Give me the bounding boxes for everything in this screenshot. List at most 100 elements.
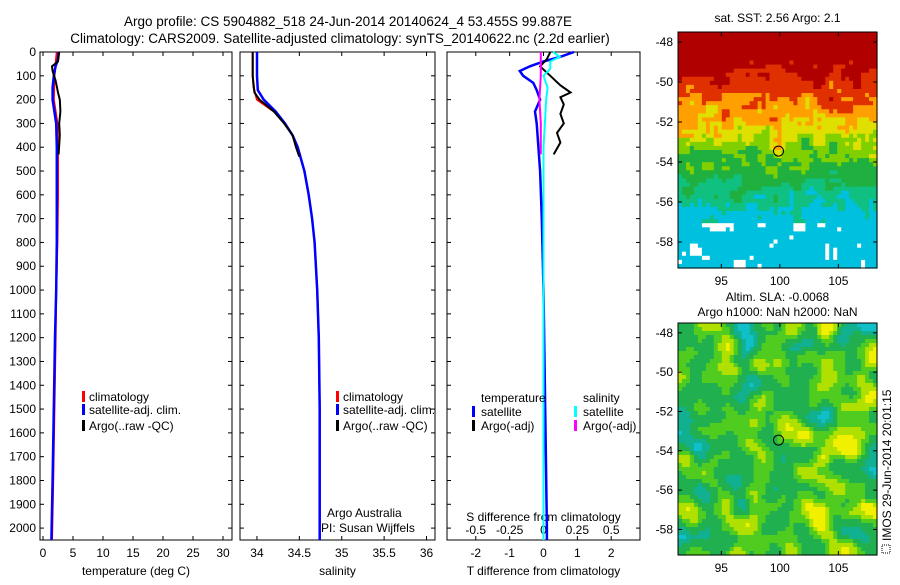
map-cell	[809, 174, 814, 179]
map-cell	[714, 61, 719, 66]
map-cell	[762, 203, 767, 208]
map-cell	[758, 351, 763, 356]
map-cell	[833, 126, 838, 131]
map-cell	[730, 252, 735, 257]
map-cell	[758, 195, 763, 200]
map-cell	[690, 32, 695, 37]
map-cell	[734, 339, 739, 344]
map-cell	[682, 73, 687, 78]
map-cell	[762, 235, 767, 240]
map-cell	[714, 327, 719, 332]
map-cell	[793, 223, 798, 228]
map-cell	[734, 166, 739, 171]
map-cell	[809, 431, 814, 436]
map-cell	[833, 407, 838, 412]
map-cell	[690, 215, 695, 220]
map-cell	[754, 199, 759, 204]
map-cell	[821, 40, 826, 45]
map-cell	[861, 447, 866, 452]
map-cell	[698, 122, 703, 127]
map-cell	[694, 363, 699, 368]
map-cell	[678, 443, 683, 448]
map-cell	[861, 323, 866, 328]
map-cell	[817, 215, 822, 220]
map-cell	[801, 244, 806, 249]
map-cell	[793, 427, 798, 432]
map-cell	[837, 77, 842, 82]
map-cell	[690, 195, 695, 200]
map-cell	[801, 459, 806, 464]
map-cell	[833, 179, 838, 184]
map-cell	[817, 415, 822, 420]
map-cell	[738, 150, 743, 155]
map-cell	[698, 158, 703, 163]
map-cell	[754, 407, 759, 412]
map-cell	[869, 227, 874, 232]
map-cell	[690, 351, 695, 356]
map-cell	[690, 407, 695, 412]
map-cell	[742, 101, 747, 106]
map-cell	[869, 150, 874, 155]
map-cell	[758, 435, 763, 440]
map-cell	[833, 355, 838, 360]
map-cell	[801, 150, 806, 155]
map-cell	[789, 343, 794, 348]
map-cell	[861, 93, 866, 98]
map-cell	[734, 347, 739, 352]
map-cell	[694, 211, 699, 216]
map-cell	[742, 85, 747, 90]
map-cell	[682, 195, 687, 200]
map-cell	[793, 199, 798, 204]
map-cell	[833, 195, 838, 200]
map-cell	[694, 65, 699, 70]
map-cell	[793, 187, 798, 192]
map-cell	[782, 113, 787, 118]
map-cell	[821, 179, 826, 184]
map-cell	[758, 451, 763, 456]
legend-entry: Argo(..raw -QC)	[89, 419, 174, 433]
map-cell	[809, 435, 814, 440]
map-cell	[742, 126, 747, 131]
map-cell	[782, 363, 787, 368]
map-cell	[841, 435, 846, 440]
map-cell	[861, 343, 866, 348]
map-cell	[678, 134, 683, 139]
map-cell	[714, 138, 719, 143]
map-cell	[750, 379, 755, 384]
map-cell	[797, 183, 802, 188]
map-cell	[694, 443, 699, 448]
map-cell	[754, 399, 759, 404]
map-cell	[817, 138, 822, 143]
map-cell	[774, 162, 779, 167]
map-cell	[742, 411, 747, 416]
map-cell	[682, 327, 687, 332]
x-tick-label: 34.5	[288, 546, 312, 560]
map-cell	[813, 347, 818, 352]
map-cell	[682, 439, 687, 444]
map-cell	[833, 335, 838, 340]
map-cell	[718, 355, 723, 360]
map-cell	[738, 113, 743, 118]
map-cell	[857, 73, 862, 78]
map-cell	[694, 44, 699, 49]
map-cell	[782, 240, 787, 245]
map-cell	[690, 399, 695, 404]
map-cell	[754, 146, 759, 151]
map-cell	[857, 162, 862, 167]
map-cell	[698, 52, 703, 57]
map-cell	[849, 331, 854, 336]
map-cell	[762, 154, 767, 159]
map-cell	[762, 248, 767, 253]
map-cell	[789, 335, 794, 340]
legend-entry: climatology	[343, 390, 403, 404]
map-cell	[722, 435, 727, 440]
map-cell	[857, 166, 862, 171]
map-cell	[829, 48, 834, 53]
map-cell	[853, 150, 858, 155]
map-cell	[758, 371, 763, 376]
map-cell	[742, 240, 747, 245]
map-cell	[714, 101, 719, 106]
map-cell	[718, 343, 723, 348]
map-cell	[837, 431, 842, 436]
map-cell	[801, 199, 806, 204]
